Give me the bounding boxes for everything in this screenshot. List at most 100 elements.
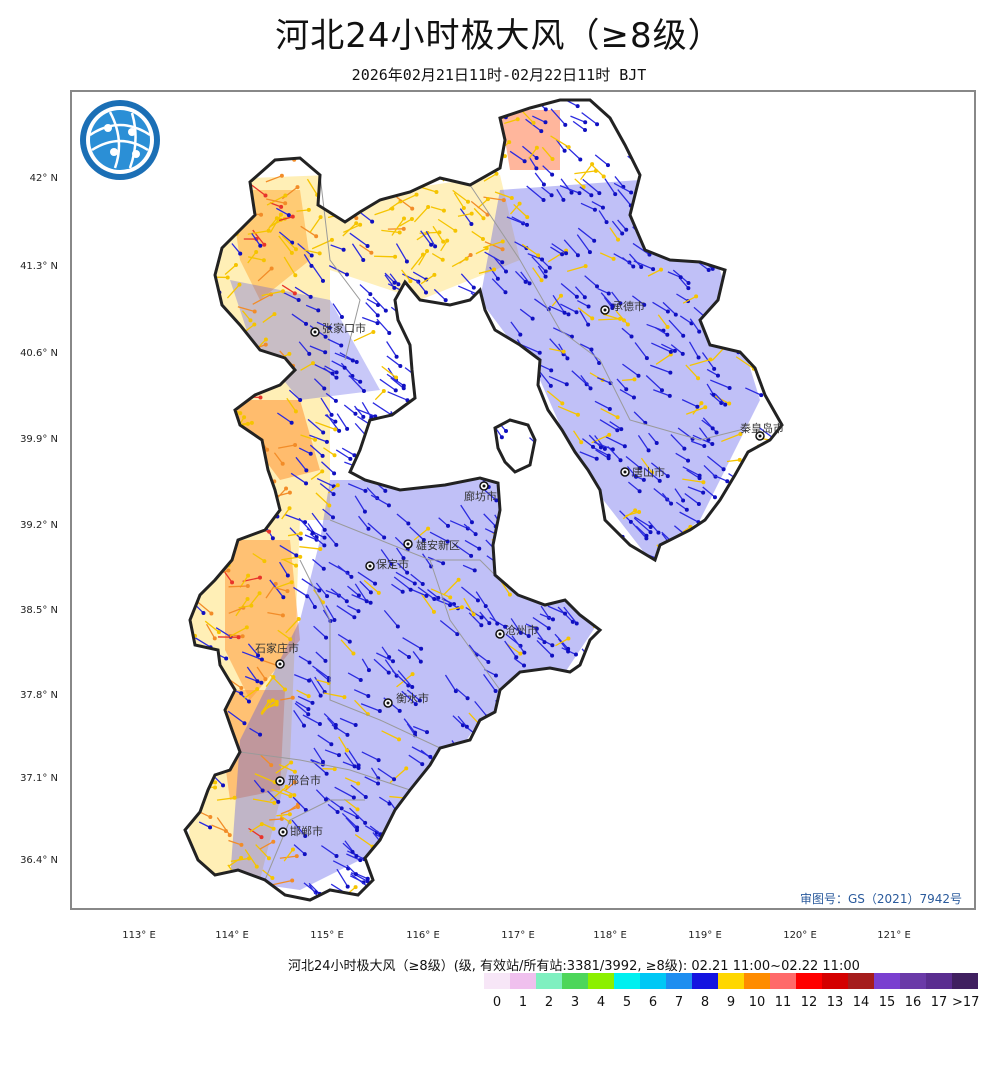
wind-barb <box>637 160 653 168</box>
wind-barb <box>657 181 676 190</box>
wind-barb <box>462 356 481 372</box>
wind-barb <box>354 834 373 848</box>
station-dot <box>643 572 648 577</box>
wind-barb <box>187 306 196 318</box>
wind-barb <box>405 119 419 137</box>
wind-barb <box>580 375 592 389</box>
wind-barb <box>469 138 486 142</box>
station-dot <box>625 322 630 327</box>
station-dot <box>724 343 729 348</box>
station-dot <box>361 258 366 262</box>
station-dot <box>458 839 463 844</box>
station-dot <box>515 587 520 592</box>
wind-barb <box>452 189 469 203</box>
wind-barb <box>642 208 651 219</box>
station-dot <box>221 106 226 111</box>
wind-barb <box>616 572 634 589</box>
wind-barb <box>279 561 289 576</box>
wind-barb <box>542 687 556 702</box>
station-dot <box>716 687 721 692</box>
station-dot <box>472 105 477 110</box>
wind-barb <box>636 786 657 799</box>
station-dot <box>332 471 337 476</box>
wind-barb <box>317 734 332 745</box>
station-dot <box>545 685 550 690</box>
station-dot <box>572 560 577 565</box>
legend-swatch <box>614 973 640 989</box>
wind-barb <box>578 589 598 604</box>
wind-barb <box>699 234 714 247</box>
station-dot <box>449 373 454 378</box>
station-dot <box>245 596 250 601</box>
station-dot <box>729 305 734 310</box>
wind-barb <box>657 314 669 328</box>
wind-barb <box>726 666 739 670</box>
station-dot <box>254 864 259 869</box>
station-dot <box>696 502 701 507</box>
station-dot <box>464 724 469 729</box>
station-dot <box>530 316 535 321</box>
wind-barb <box>762 461 780 466</box>
wind-barb <box>534 100 551 102</box>
station-dot <box>358 379 363 384</box>
wind-barb <box>655 137 673 147</box>
station-dot <box>644 356 649 361</box>
station-dot <box>193 304 198 309</box>
wind-barb <box>754 120 769 129</box>
station-dot <box>744 180 749 185</box>
station-dot <box>262 242 267 247</box>
station-dot <box>669 501 674 506</box>
wind-barb <box>717 612 733 623</box>
wind-barb <box>644 100 662 114</box>
wind-barb <box>600 588 614 605</box>
station-dot <box>206 252 211 257</box>
wind-barb <box>185 613 188 628</box>
station-dot <box>301 723 306 728</box>
wind-barb <box>238 441 256 451</box>
station-dot <box>650 593 655 598</box>
station-dot <box>230 225 235 230</box>
wind-barb <box>421 156 434 166</box>
station-dot <box>527 762 532 767</box>
station-dot <box>281 100 286 103</box>
wind-barb <box>347 483 366 492</box>
wind-barb <box>632 206 643 216</box>
station-dot <box>375 174 380 179</box>
station-dot <box>286 213 291 218</box>
station-dot <box>272 800 277 805</box>
wind-barb <box>316 679 330 684</box>
wind-barb <box>185 480 187 485</box>
station-dot <box>475 464 480 469</box>
wind-barb <box>338 112 352 130</box>
station-dot <box>292 139 297 144</box>
wind-barb <box>513 657 525 667</box>
station-dot <box>749 284 754 289</box>
station-dot <box>628 519 633 524</box>
station-dot <box>307 351 312 356</box>
wind-barb <box>185 884 197 896</box>
wind-barb <box>639 585 654 594</box>
wind-barb <box>659 658 668 670</box>
station-dot <box>358 858 363 863</box>
station-dot <box>270 875 275 880</box>
station-dot <box>269 266 274 271</box>
station-dot <box>373 581 378 586</box>
station-dot <box>744 510 749 515</box>
station-dot <box>503 290 508 295</box>
station-dot <box>722 598 727 603</box>
wind-barb <box>185 697 194 713</box>
wind-barb <box>343 798 358 810</box>
station-dot <box>641 166 646 171</box>
wind-barb <box>579 186 592 196</box>
wind-barb <box>199 253 209 268</box>
station-dot <box>408 101 413 106</box>
station-dot <box>645 824 650 829</box>
station-dot <box>439 129 444 134</box>
wind-barb <box>449 520 469 530</box>
station-dot <box>333 398 338 403</box>
wind-barb <box>356 873 368 880</box>
wind-barb <box>622 363 639 377</box>
legend-swatch <box>562 973 588 989</box>
wind-barb <box>515 404 535 416</box>
station-dot <box>656 530 661 535</box>
